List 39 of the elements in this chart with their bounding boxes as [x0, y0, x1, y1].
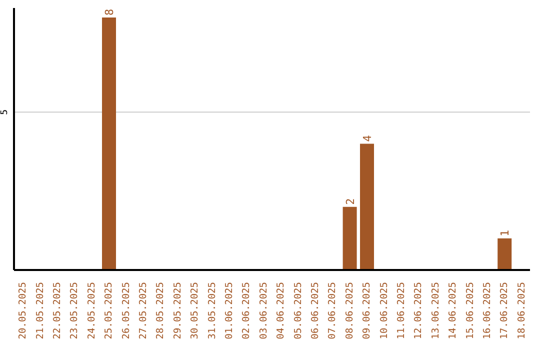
x-tick-label: 31.05.2025 [206, 282, 218, 340]
x-tick-label: 26.05.2025 [120, 282, 132, 340]
x-tick-label: 27.05.2025 [138, 282, 149, 340]
x-tick-label: 17.06.2025 [499, 282, 510, 340]
x-tick-label: 06.06.2025 [310, 282, 321, 340]
data-label: 4 [361, 134, 374, 142]
x-tick-label: 04.06.2025 [276, 282, 287, 340]
x-tick-label: 16.06.2025 [482, 282, 493, 340]
x-tick-label: 24.05.2025 [86, 282, 98, 340]
x-tick-label: 21.05.2025 [34, 282, 46, 340]
x-tick-label: 02.06.2025 [241, 282, 252, 340]
x-tick-label: 11.06.2025 [396, 282, 407, 340]
x-tick-label: 29.05.2025 [172, 282, 184, 340]
x-tick-label: 03.06.2025 [258, 282, 270, 340]
x-tick-label: 28.05.2025 [155, 282, 166, 340]
x-tick-label: 25.05.2025 [104, 282, 115, 340]
x-tick-label: 07.06.2025 [327, 282, 338, 340]
x-tick-label: 22.05.2025 [52, 282, 63, 340]
bar [102, 17, 116, 270]
bar [360, 144, 374, 270]
x-tick-label: 01.06.2025 [224, 282, 235, 340]
data-label: 1 [498, 230, 512, 236]
x-tick-label: 09.06.2025 [362, 282, 373, 340]
data-label: 8 [103, 8, 116, 16]
bar [342, 206, 357, 270]
x-tick-label: 20.05.2025 [18, 282, 29, 340]
x-tick-label: 18.06.2025 [516, 282, 528, 340]
y-tick-label: 5 [0, 109, 10, 115]
data-label: 2 [344, 198, 357, 205]
x-tick-label: 14.06.2025 [448, 282, 459, 340]
x-tick-label: 30.05.2025 [190, 282, 201, 340]
x-tick-label: 08.06.2025 [344, 282, 356, 340]
bar [498, 238, 512, 270]
x-tick-label: 12.06.2025 [413, 282, 424, 340]
x-tick-label: 13.06.2025 [430, 282, 442, 340]
x-tick-label: 05.06.2025 [292, 282, 304, 340]
x-tick-label: 15.06.2025 [464, 282, 476, 340]
x-tick-label: 10.06.2025 [378, 282, 390, 340]
x-tick-label: 23.05.2025 [69, 282, 80, 340]
